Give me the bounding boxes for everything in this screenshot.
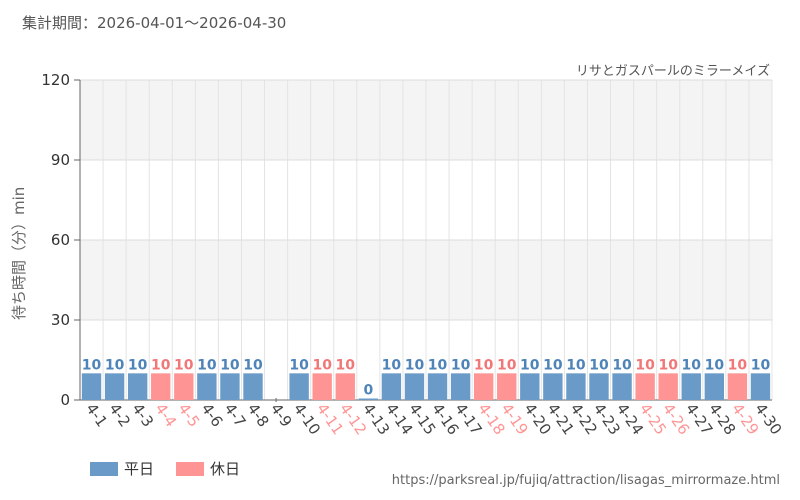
bar-4-15 xyxy=(404,373,425,400)
bar-4-21 xyxy=(543,373,563,400)
data-label-4-4: 10 xyxy=(151,357,171,373)
x-tick-label-4-5: 4-5 xyxy=(175,400,204,430)
data-label-4-3: 10 xyxy=(128,357,148,373)
data-label-4-21: 10 xyxy=(543,357,563,373)
x-tick-label-4-6: 4-6 xyxy=(198,400,227,430)
data-label-4-26: 10 xyxy=(658,357,678,373)
x-tick-label-4-2: 4-2 xyxy=(105,400,134,430)
bar-4-20 xyxy=(520,373,540,400)
bar-4-23 xyxy=(589,373,609,400)
legend-item-holiday: 休日 xyxy=(176,458,240,479)
bar-4-18 xyxy=(473,373,494,400)
data-label-4-22: 10 xyxy=(566,357,586,373)
legend-swatch-holiday xyxy=(176,461,205,476)
bar-4-11 xyxy=(312,373,332,400)
bar-4-1 xyxy=(81,373,102,400)
bar-4-22 xyxy=(566,373,586,400)
y-tick-label: 120 xyxy=(41,71,70,89)
data-label-4-6: 10 xyxy=(197,357,217,373)
bar-4-5 xyxy=(174,373,194,400)
data-label-4-14: 10 xyxy=(382,357,402,373)
bar-4-28 xyxy=(704,373,725,400)
data-label-4-29: 10 xyxy=(728,357,748,373)
x-tick-label-4-9: 4-9 xyxy=(267,400,296,430)
bar-4-26 xyxy=(658,373,678,400)
bar-4-12 xyxy=(335,373,355,400)
data-label-4-20: 10 xyxy=(520,357,540,373)
data-label-4-2: 10 xyxy=(105,357,125,373)
data-label-4-5: 10 xyxy=(174,357,194,373)
y-tick-label: 90 xyxy=(51,151,70,169)
data-label-4-13: 0 xyxy=(363,383,373,399)
legend-label-holiday: 休日 xyxy=(210,460,241,478)
data-label-4-7: 10 xyxy=(220,357,240,373)
bar-4-4 xyxy=(151,373,171,400)
data-label-4-23: 10 xyxy=(589,357,609,373)
bar-4-6 xyxy=(197,373,217,400)
bar-4-27 xyxy=(681,373,701,400)
bar-4-24 xyxy=(612,373,632,400)
bar-4-8 xyxy=(243,373,263,400)
x-tick-label-4-4: 4-4 xyxy=(151,400,180,430)
x-tick-label-4-3: 4-3 xyxy=(128,400,157,430)
y-tick-label: 0 xyxy=(60,391,70,409)
bar-4-14 xyxy=(381,373,402,400)
y-tick-label: 30 xyxy=(51,311,70,329)
legend-swatch-weekday xyxy=(90,461,118,476)
bar-4-3 xyxy=(127,373,148,400)
x-tick-label-4-7: 4-7 xyxy=(221,400,250,430)
bar-4-13 xyxy=(358,398,379,400)
data-label-4-8: 10 xyxy=(243,357,263,373)
data-label-4-15: 10 xyxy=(405,357,425,373)
data-label-4-27: 10 xyxy=(682,357,702,373)
bar-4-16 xyxy=(427,373,448,400)
chart-title: リサとガスパールのミラーメイズ xyxy=(575,64,770,79)
bar-4-25 xyxy=(635,373,655,400)
data-label-4-12: 10 xyxy=(336,357,356,373)
data-label-4-28: 10 xyxy=(705,357,725,373)
bar-4-10 xyxy=(289,373,309,400)
data-label-4-25: 10 xyxy=(635,357,655,373)
collection-period: 集計期間：2026-04-01〜2026-04-30 xyxy=(22,14,287,32)
bar-4-17 xyxy=(450,373,471,400)
data-label-4-30: 10 xyxy=(751,357,771,373)
data-label-4-16: 10 xyxy=(428,357,448,373)
bar-4-19 xyxy=(497,373,517,400)
x-tick-label-4-1: 4-1 xyxy=(82,400,111,430)
bar-4-7 xyxy=(220,373,240,400)
data-label-4-17: 10 xyxy=(451,357,471,373)
legend: 平日 休日 xyxy=(90,458,240,479)
bar-4-29 xyxy=(727,373,748,400)
data-label-4-10: 10 xyxy=(289,357,309,373)
bar-4-2 xyxy=(104,373,125,400)
legend-item-weekday: 平日 xyxy=(90,458,154,479)
data-label-4-11: 10 xyxy=(312,357,332,373)
source-url[interactable]: https://parksreal.jp/fujiq/attraction/li… xyxy=(391,473,780,488)
y-tick-label: 60 xyxy=(51,231,70,249)
data-label-4-18: 10 xyxy=(474,357,494,373)
data-label-4-19: 10 xyxy=(497,357,517,373)
bar-4-30 xyxy=(750,373,771,400)
data-label-4-24: 10 xyxy=(612,357,632,373)
data-label-4-1: 10 xyxy=(82,357,102,373)
legend-label-weekday: 平日 xyxy=(124,460,155,478)
x-tick-label-4-8: 4-8 xyxy=(244,400,273,430)
